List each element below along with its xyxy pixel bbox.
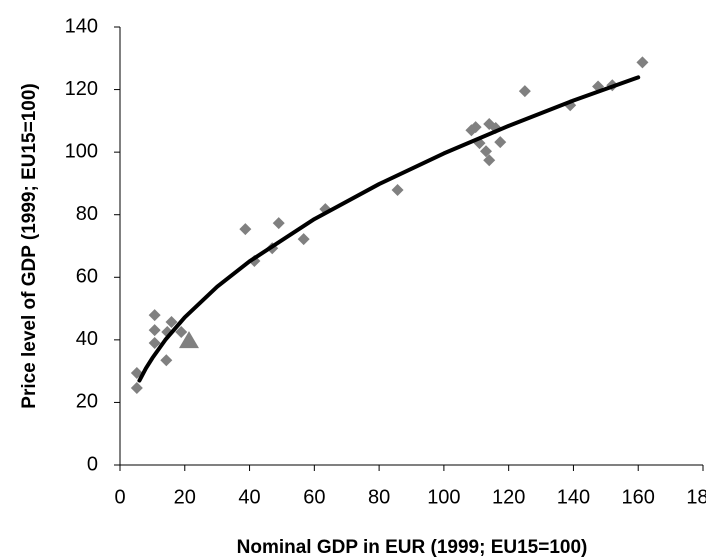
x-tick-label: 80 bbox=[368, 486, 390, 508]
diamond-point bbox=[518, 85, 531, 98]
y-tick-label: 60 bbox=[76, 266, 98, 288]
y-tick-label: 120 bbox=[65, 78, 98, 100]
diamond-point bbox=[391, 183, 404, 196]
diamond-point bbox=[272, 217, 285, 230]
y-tick-label: 40 bbox=[76, 328, 98, 350]
x-tick-label: 20 bbox=[174, 486, 196, 508]
x-tick-label: 160 bbox=[622, 486, 655, 508]
y-tick-label: 0 bbox=[87, 453, 98, 475]
y-tick-label: 80 bbox=[76, 203, 98, 225]
y-tick-label: 140 bbox=[65, 15, 98, 37]
trend-line bbox=[137, 75, 641, 383]
triangle-point bbox=[178, 331, 199, 349]
diamond-point bbox=[160, 354, 173, 367]
x-tick-label: 100 bbox=[427, 486, 460, 508]
diamond-point bbox=[479, 145, 492, 158]
y-tick-label: 20 bbox=[76, 391, 98, 413]
y-tick-label: 100 bbox=[65, 140, 98, 162]
x-tick-label: 120 bbox=[492, 486, 525, 508]
x-tick-label: 60 bbox=[303, 486, 325, 508]
diamond-point bbox=[148, 324, 161, 337]
x-tick-label: 0 bbox=[114, 486, 125, 508]
diamond-point bbox=[148, 309, 161, 322]
diamond-point bbox=[175, 326, 188, 339]
x-tick-label: 40 bbox=[238, 486, 260, 508]
diamond-point bbox=[130, 382, 143, 395]
diamond-point bbox=[636, 56, 649, 69]
diamond-point bbox=[165, 316, 178, 329]
y-axis-title: Price level of GDP (1999; EU15=100) bbox=[19, 83, 40, 408]
diamond-point bbox=[469, 121, 482, 134]
diamond-point bbox=[297, 233, 310, 246]
diamond-point bbox=[239, 223, 252, 236]
diamond-point bbox=[494, 136, 507, 149]
x-tick-label: 180 bbox=[686, 486, 706, 508]
diamond-point bbox=[148, 336, 161, 349]
x-axis-title: Nominal GDP in EUR (1999; EU15=100) bbox=[237, 537, 588, 558]
diamond-point bbox=[483, 154, 496, 167]
x-tick-label: 140 bbox=[557, 486, 590, 508]
